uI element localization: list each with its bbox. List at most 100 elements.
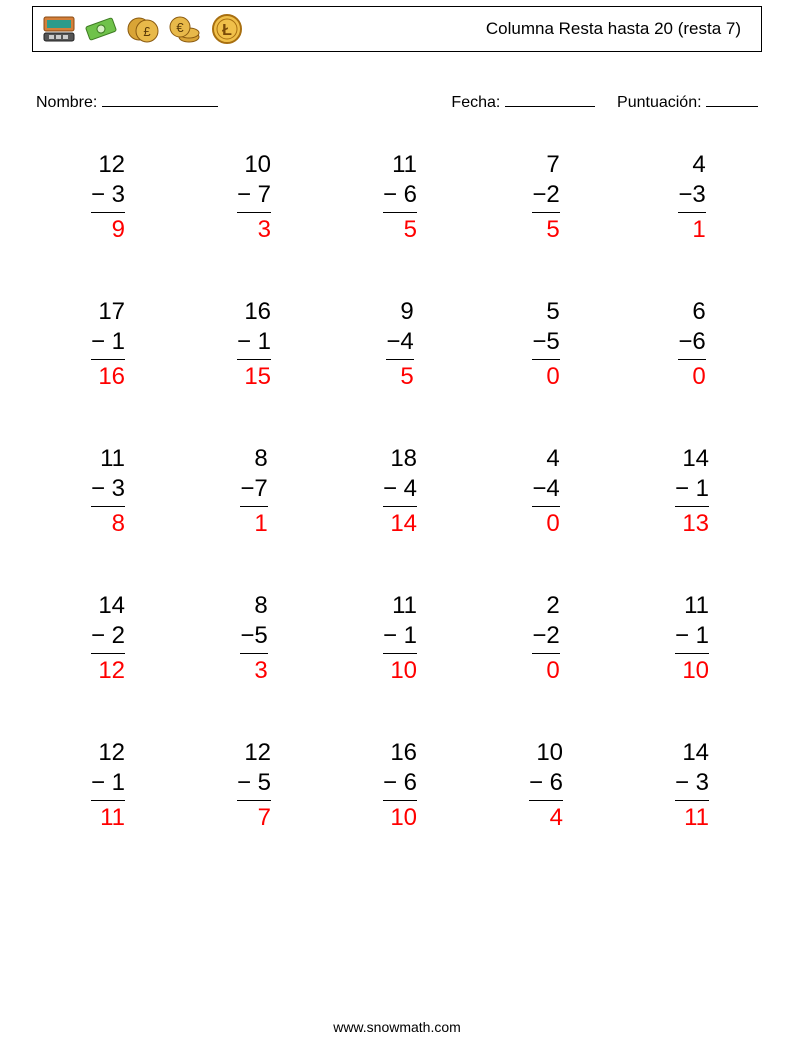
answer: 7 [237,803,271,833]
answer: 4 [529,803,563,833]
footer-url: www.snowmath.com [0,1019,794,1035]
minuend: 11 [91,444,125,474]
minuend: 17 [91,297,125,327]
problem: 6−60 [624,297,760,392]
answer: 1 [678,215,705,245]
date-label: Fecha: [451,94,500,111]
subtrahend-line: − 2 [91,621,125,654]
name-underline [102,92,218,107]
answer: 5 [386,362,413,392]
header-icons: £ € Ł [41,11,245,47]
subtrahend-line: − 3 [91,474,125,507]
problem: 12− 57 [186,738,322,833]
minuend: 14 [91,591,125,621]
answer: 0 [532,656,559,686]
svg-text:£: £ [143,24,151,39]
subtrahend-line: − 6 [529,768,563,801]
subtrahend-line: −2 [532,180,559,213]
problem: 4−40 [478,444,614,539]
minuend: 10 [529,738,563,768]
svg-text:€: € [176,20,184,35]
minuend: 11 [383,150,417,180]
problem: 16− 610 [332,738,468,833]
problem: 16− 115 [186,297,322,392]
worksheet-title: Columna Resta hasta 20 (resta 7) [486,19,741,39]
problem: 12− 111 [40,738,176,833]
subtrahend-line: −7 [240,474,267,507]
coins-euro-icon: € [167,11,203,47]
minuend: 11 [383,591,417,621]
answer: 5 [532,215,559,245]
problem: 14− 113 [624,444,760,539]
answer: 14 [383,509,417,539]
subtrahend-line: − 6 [383,768,417,801]
answer: 12 [91,656,125,686]
minuend: 4 [678,150,705,180]
minuend: 12 [237,738,271,768]
problem: 11− 38 [40,444,176,539]
subtrahend-line: − 1 [675,621,709,654]
subtrahend-line: −2 [532,621,559,654]
coins-pound-icon: £ [125,11,161,47]
minuend: 16 [383,738,417,768]
subtrahend-line: − 1 [383,621,417,654]
problem: 11− 110 [332,591,468,686]
name-label: Nombre: [36,94,97,111]
answer: 3 [240,656,267,686]
minuend: 2 [532,591,559,621]
answer: 15 [237,362,271,392]
problem: 8−53 [186,591,322,686]
answer: 11 [675,803,709,833]
minuend: 5 [532,297,559,327]
header-box: £ € Ł Columna Resta hasta 20 (resta 7) [32,6,762,52]
subtrahend-line: − 1 [91,327,125,360]
answer: 8 [91,509,125,539]
subtrahend-line: − 7 [237,180,271,213]
svg-text:Ł: Ł [222,22,232,39]
subtrahend-line: − 5 [237,768,271,801]
problem: 4−31 [624,150,760,245]
answer: 0 [678,362,705,392]
subtrahend-line: −5 [532,327,559,360]
minuend: 12 [91,738,125,768]
problem: 14− 212 [40,591,176,686]
answer: 10 [383,656,417,686]
subtrahend-line: − 1 [237,327,271,360]
problem: 2−20 [478,591,614,686]
subtrahend-line: − 3 [91,180,125,213]
subtrahend-line: − 3 [675,768,709,801]
minuend: 10 [237,150,271,180]
score-label: Puntuación: [617,94,702,111]
subtrahend-line: −3 [678,180,705,213]
answer: 10 [675,656,709,686]
subtrahend-line: − 4 [383,474,417,507]
date-underline [505,92,595,107]
answer: 11 [91,803,125,833]
minuend: 4 [532,444,559,474]
problems-grid: 12− 3910− 7311− 657−254−3117− 11616− 115… [40,150,760,833]
minuend: 8 [240,444,267,474]
answer: 10 [383,803,417,833]
problem: 5−50 [478,297,614,392]
problem: 10− 73 [186,150,322,245]
minuend: 18 [383,444,417,474]
answer: 9 [91,215,125,245]
answer: 5 [383,215,417,245]
money-machine-icon [41,11,77,47]
answer: 16 [91,362,125,392]
subtrahend-line: − 1 [91,768,125,801]
minuend: 14 [675,738,709,768]
problem: 14− 311 [624,738,760,833]
minuend: 8 [240,591,267,621]
minuend: 14 [675,444,709,474]
problem: 17− 116 [40,297,176,392]
subtrahend-line: −6 [678,327,705,360]
minuend: 16 [237,297,271,327]
subtrahend-line: −4 [532,474,559,507]
problem: 10− 64 [478,738,614,833]
subtrahend-line: −4 [386,327,413,360]
problem: 9−45 [332,297,468,392]
minuend: 7 [532,150,559,180]
subtrahend-line: − 6 [383,180,417,213]
minuend: 11 [675,591,709,621]
